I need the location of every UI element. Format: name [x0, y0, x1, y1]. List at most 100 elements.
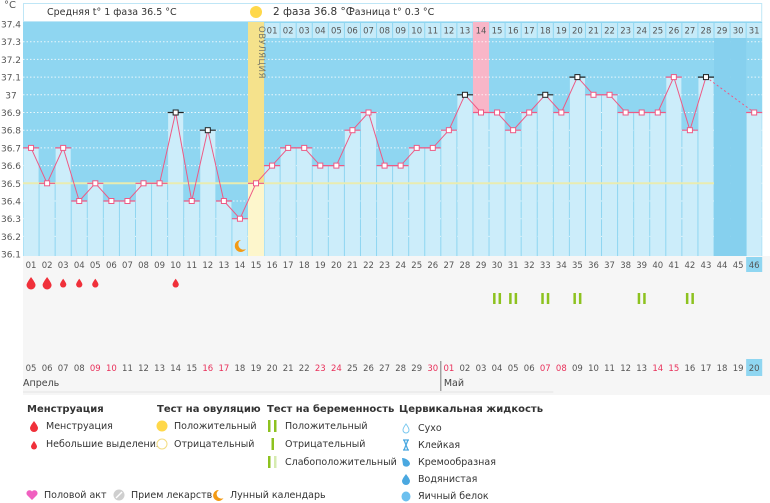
cycle-day-label: 29 — [476, 261, 487, 271]
top-date-cell — [280, 23, 296, 38]
y-tick-label: 36.9 — [1, 109, 21, 119]
y-tick-label: 37.4 — [1, 21, 21, 31]
pregnancy-test-line — [685, 293, 689, 304]
pregnancy-test-line — [643, 293, 646, 304]
temperature-point — [606, 91, 613, 98]
calendar-date-label: 14 — [652, 364, 663, 374]
empty-day-column — [730, 38, 747, 256]
top-date-label: 06 — [347, 27, 358, 37]
pregnancy-test-line — [509, 293, 512, 304]
empty-drop-icon — [402, 423, 410, 434]
pregnancy-test-line — [546, 293, 550, 304]
legend-label: Сухо — [418, 422, 442, 434]
calendar-date-label: 04 — [492, 364, 503, 374]
calendar-date-label: 11 — [122, 364, 133, 374]
top-date-label: 17 — [524, 27, 535, 37]
ovulation-label: ОВУЛЯЦИЯ — [256, 26, 266, 79]
calendar-date-label: 08 — [556, 364, 567, 374]
temperature-point — [686, 127, 693, 134]
calendar-date-label: 16 — [202, 364, 213, 374]
cycle-day-label: 38 — [620, 261, 631, 271]
calendar-date-label: 20 — [267, 364, 278, 374]
legend-label: Отрицательный — [285, 438, 366, 450]
temperature-bar — [119, 201, 135, 256]
cycle-day-label: 27 — [443, 261, 454, 271]
temperature-point — [204, 127, 211, 134]
temperature-line-segment — [705, 76, 755, 113]
cycle-day-label: 43 — [701, 261, 712, 271]
calendar-date-label: 20 — [749, 364, 760, 374]
temperature-point — [461, 91, 468, 98]
legend-pregnancy-positive: Положительный — [267, 420, 368, 432]
ovulation-column — [247, 22, 265, 184]
temperature-bar — [87, 183, 103, 256]
top-date-label: 25 — [652, 27, 663, 37]
cycle-day-label: 20 — [331, 261, 342, 271]
temperature-point — [301, 144, 308, 151]
top-date-cell — [377, 23, 393, 38]
menstruation-drop-icon — [76, 278, 83, 288]
temperature-point — [365, 109, 372, 116]
one-line-icon — [271, 438, 274, 450]
calendar-date-label: 01 — [443, 364, 454, 374]
top-date-label: 09 — [395, 27, 406, 37]
calendar-date-label: 12 — [138, 364, 149, 374]
cycle-day-label: 40 — [652, 261, 663, 271]
temperature-point — [542, 91, 549, 98]
temperature-bar — [328, 165, 344, 256]
temperature-point — [702, 74, 709, 81]
legend-cervical-creamy: Кремообразная — [400, 456, 496, 468]
pregnancy-test-line — [573, 293, 576, 304]
top-date-cell — [409, 23, 425, 38]
temperature-bar — [585, 94, 602, 256]
temperature-bar — [377, 165, 393, 256]
calendar-date-label: 16 — [684, 364, 695, 374]
legend-ovulation-negative: Отрицательный — [156, 438, 254, 450]
cycle-day-label: 07 — [122, 261, 133, 271]
top-date-label: 30 — [733, 27, 744, 37]
legend-menstruation: Менструация — [28, 420, 113, 432]
calendar-date-label: 23 — [315, 364, 326, 374]
temperature-point — [670, 74, 677, 81]
legend-pregnancy-weak: Слабоположительный — [267, 456, 397, 468]
cycle-day-label: 06 — [106, 261, 117, 271]
moon-icon — [234, 239, 246, 252]
y-tick-label: 37.2 — [1, 56, 21, 66]
menstruation-drop-icon — [26, 277, 36, 290]
cycle-day-label: 37 — [604, 261, 615, 271]
cycle-day-label: 24 — [395, 261, 406, 271]
temperature-bar — [393, 165, 409, 256]
temperature-point — [253, 180, 260, 187]
temperature-point — [317, 162, 324, 169]
legend-ovulation-test-title: Тест на овуляцию — [157, 404, 261, 415]
temperature-point — [558, 109, 565, 116]
top-date-label: 19 — [556, 27, 567, 37]
empty-day-column — [714, 38, 731, 256]
temperature-point — [124, 198, 131, 204]
top-date-cell — [505, 23, 521, 38]
temperature-bar — [344, 130, 360, 256]
top-date-cell — [650, 23, 666, 38]
calendar-date-label: 17 — [701, 364, 712, 374]
calendar-date-label: 24 — [331, 364, 342, 374]
temperature-bar — [264, 165, 280, 256]
top-date-label: 16 — [508, 27, 519, 37]
top-date-cell — [602, 23, 618, 38]
top-date-label: 07 — [363, 27, 374, 37]
top-date-label: 26 — [668, 27, 679, 37]
calendar-date-label: 07 — [540, 364, 551, 374]
calendar-date-label: 09 — [572, 364, 583, 374]
calendar-date-label: 26 — [363, 364, 374, 374]
temperature-bar — [666, 77, 682, 256]
legend-cervical-watery: Водянистая — [400, 473, 477, 485]
temperature-line-segment — [175, 112, 193, 202]
heart-icon — [26, 490, 38, 500]
y-tick-label: 36.8 — [1, 127, 21, 137]
top-date-label: 13 — [460, 27, 471, 37]
temperature-bar — [746, 112, 762, 256]
temperature-line-segment — [560, 76, 578, 113]
legend-label: Положительный — [174, 420, 257, 432]
calendar-date-label: 29 — [411, 364, 422, 374]
temperature-line-segment — [335, 129, 353, 166]
temperature-point — [92, 180, 99, 187]
